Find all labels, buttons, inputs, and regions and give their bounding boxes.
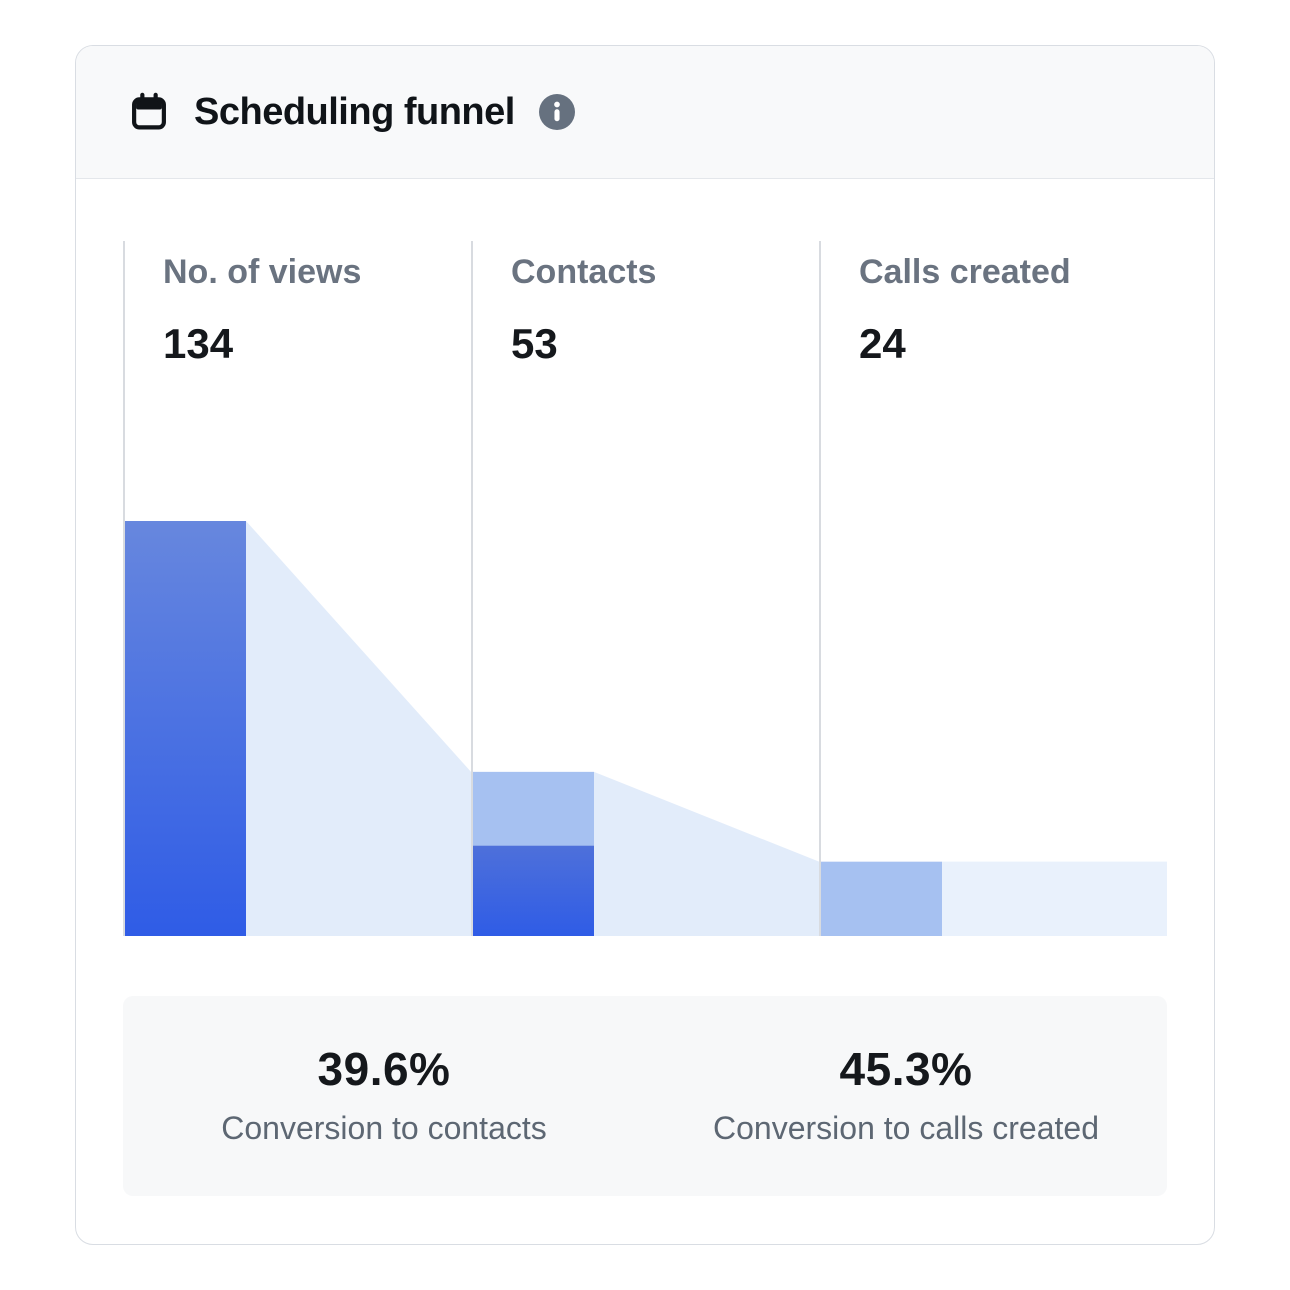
- stage-label: No. of views: [163, 253, 362, 291]
- stage-column-contacts: Contacts 53: [471, 241, 819, 936]
- stage-value: 53: [511, 320, 558, 367]
- card-header: Scheduling funnel: [76, 46, 1214, 179]
- stat-value: 39.6%: [317, 1043, 451, 1095]
- chart-columns: No. of views 134 Contacts 53 Calls creat…: [123, 241, 1167, 936]
- stage-column-calls: Calls created 24: [819, 241, 1167, 936]
- stage-value: 134: [163, 320, 234, 367]
- stage-value: 24: [859, 320, 906, 367]
- stage-label: Calls created: [859, 253, 1071, 291]
- info-icon[interactable]: [538, 94, 575, 130]
- funnel-chart: No. of views 134 Contacts 53 Calls creat…: [123, 241, 1167, 936]
- funnel-svg: [123, 521, 1167, 936]
- stat-label: Conversion to contacts: [221, 1110, 547, 1146]
- card-title: Scheduling funnel: [194, 90, 515, 133]
- conversion-stat-contacts: 39.6% Conversion to contacts: [123, 996, 645, 1196]
- stat-label: Conversion to calls created: [713, 1110, 1099, 1146]
- calendar-icon: [128, 91, 170, 133]
- conversion-stats: 39.6% Conversion to contacts 45.3% Conve…: [123, 996, 1167, 1196]
- stat-value: 45.3%: [839, 1043, 973, 1095]
- card-body: No. of views 134 Contacts 53 Calls creat…: [76, 179, 1214, 1196]
- stage-column-views: No. of views 134: [123, 241, 471, 936]
- conversion-stat-calls: 45.3% Conversion to calls created: [645, 996, 1167, 1196]
- scheduling-funnel-card: Scheduling funnel No. of views 134: [75, 45, 1215, 1245]
- stage-label: Contacts: [511, 253, 657, 291]
